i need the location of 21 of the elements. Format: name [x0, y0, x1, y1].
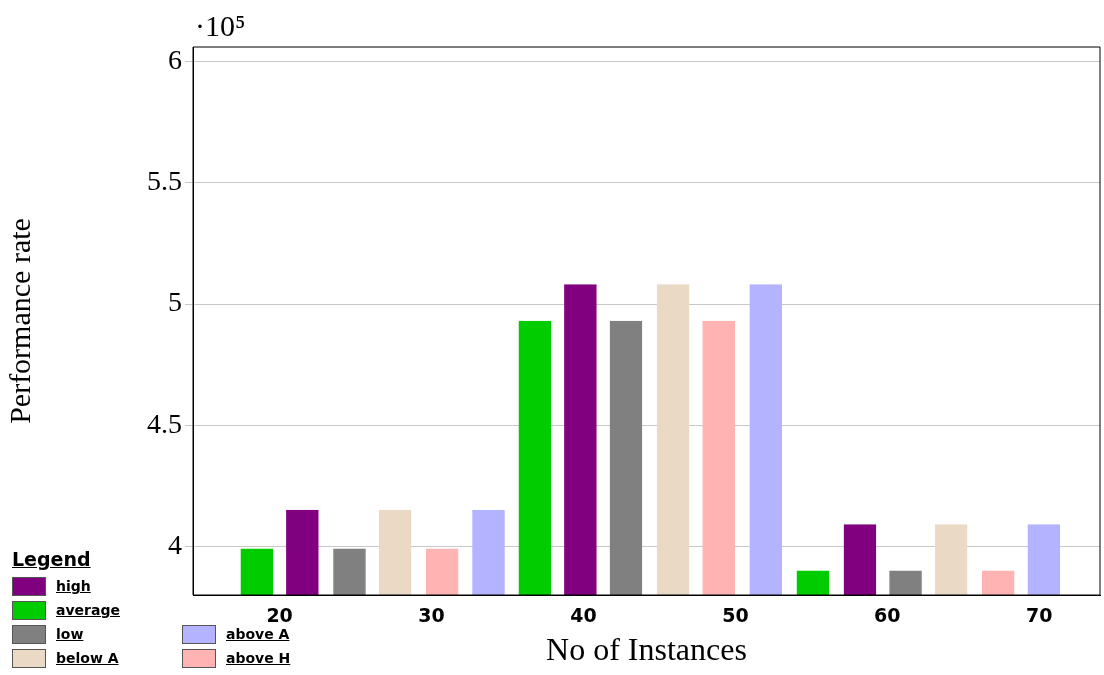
y-tick-label: 4: [168, 528, 182, 560]
legend-label: above A: [226, 626, 290, 642]
y-tick-label: 6: [168, 43, 182, 75]
x-tick-label: 30: [418, 604, 445, 627]
y-axis-title: Performance rate: [2, 218, 36, 424]
x-tick-label: 60: [874, 604, 901, 627]
legend-label: above H: [226, 650, 291, 666]
legend-label: below A: [56, 650, 119, 666]
text: ·10⁵: [195, 8, 246, 42]
legend-label: low: [56, 626, 84, 642]
y-tick-label: 5: [168, 286, 182, 318]
y-tick-label: 4.5: [147, 407, 182, 439]
x-tick-label: 40: [570, 604, 597, 627]
x-axis-title: No of Instances: [546, 631, 747, 668]
legend-label: average: [56, 602, 120, 618]
legend-title: Legend: [12, 548, 91, 570]
y-tick-label: 5.5: [147, 165, 182, 197]
x-tick-label: 70: [1026, 604, 1053, 627]
x-tick-label: 20: [266, 604, 293, 627]
legend-label: high: [56, 578, 91, 594]
x-tick-label: 50: [722, 604, 749, 627]
